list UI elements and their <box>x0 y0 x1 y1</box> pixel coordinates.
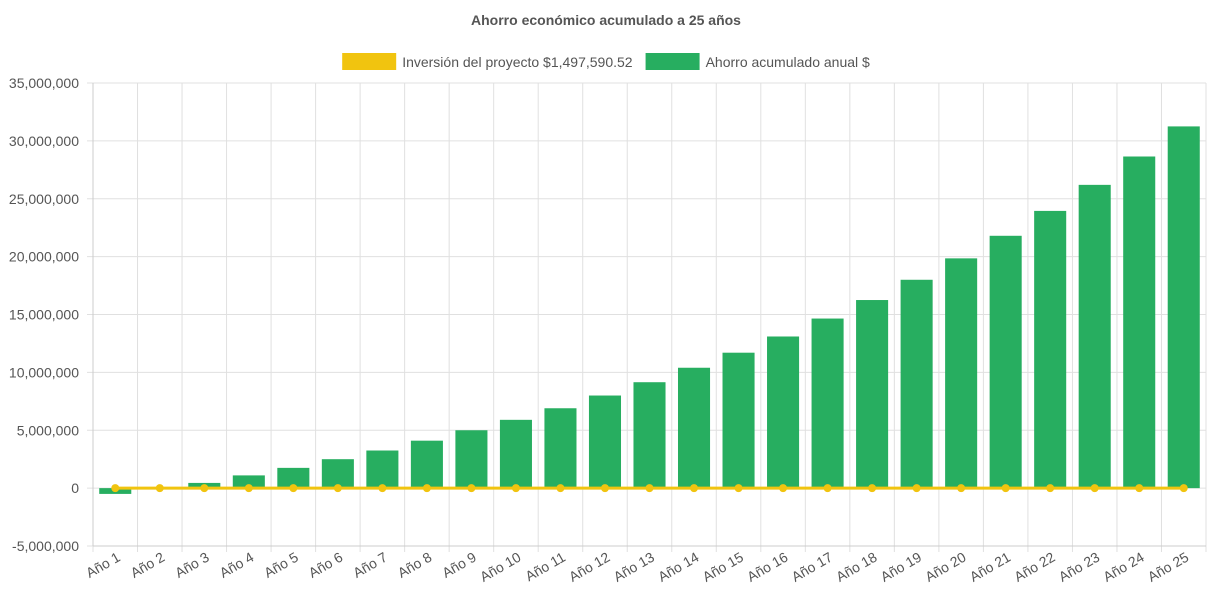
bar[interactable] <box>989 235 1022 489</box>
y-tick-label: -5,000,000 <box>12 538 79 554</box>
y-tick-label: 5,000,000 <box>17 422 79 438</box>
line-point[interactable] <box>378 484 387 493</box>
x-tick-label: Año 3 <box>172 549 212 581</box>
line-point[interactable] <box>289 484 298 493</box>
line-point[interactable] <box>868 484 877 493</box>
x-tick-label: Año 24 <box>1100 549 1147 585</box>
grid <box>87 82 1207 552</box>
x-tick-label: Año 8 <box>395 549 435 581</box>
x-tick-label: Año 11 <box>522 549 568 585</box>
bar[interactable] <box>1123 156 1156 489</box>
bar[interactable] <box>1078 184 1111 489</box>
x-tick-label: Año 1 <box>83 549 123 581</box>
line-point[interactable] <box>1001 484 1010 493</box>
y-tick-label: 0 <box>71 480 79 496</box>
line-point[interactable] <box>734 484 743 493</box>
legend-label: Ahorro acumulado anual $ <box>706 54 870 70</box>
x-tick-label: Año 15 <box>700 549 747 585</box>
bar[interactable] <box>544 408 577 489</box>
line-point[interactable] <box>556 484 565 493</box>
x-tick-label: Año 2 <box>128 549 168 581</box>
line-point[interactable] <box>912 484 921 493</box>
bar[interactable] <box>633 382 666 489</box>
bar[interactable] <box>767 336 800 489</box>
x-tick-label: Año 10 <box>477 549 524 585</box>
line-point[interactable] <box>1179 484 1188 493</box>
legend-label: Inversión del proyecto $1,497,590.52 <box>402 54 633 70</box>
bar[interactable] <box>722 352 755 489</box>
line-point[interactable] <box>690 484 699 493</box>
bar[interactable] <box>1034 210 1067 489</box>
y-tick-label: 30,000,000 <box>9 133 79 149</box>
line-point[interactable] <box>1135 484 1144 493</box>
line-point[interactable] <box>823 484 832 493</box>
line-point[interactable] <box>600 484 609 493</box>
bar[interactable] <box>455 430 488 489</box>
x-tick-label: Año 21 <box>967 549 1014 585</box>
bar[interactable] <box>856 300 889 489</box>
line-point[interactable] <box>467 484 476 493</box>
line-point[interactable] <box>1046 484 1055 493</box>
legend-item[interactable]: Ahorro acumulado anual $ <box>645 53 870 70</box>
x-tick-label: Año 18 <box>833 549 880 585</box>
bar[interactable] <box>677 367 711 489</box>
x-tick-label: Año 6 <box>306 549 346 581</box>
bar[interactable] <box>321 459 354 489</box>
x-tick-label: Año 25 <box>1145 549 1192 585</box>
x-tick-label: Año 23 <box>1056 549 1103 585</box>
x-tick-label: Año 14 <box>655 549 702 585</box>
x-tick-label: Año 4 <box>217 549 257 581</box>
bar[interactable] <box>811 318 844 489</box>
line-point[interactable] <box>333 484 342 493</box>
legend-swatch <box>645 53 700 70</box>
line-point[interactable] <box>1090 484 1099 493</box>
line-point[interactable] <box>779 484 788 493</box>
y-tick-label: 25,000,000 <box>9 191 79 207</box>
legend-item[interactable]: Inversión del proyecto $1,497,590.52 <box>342 53 633 70</box>
bar[interactable] <box>1167 126 1200 489</box>
y-tick-label: 10,000,000 <box>9 364 79 380</box>
line-series <box>111 484 1188 493</box>
line-point[interactable] <box>645 484 654 493</box>
x-axis-ticks: Año 1 Año 2 Año 3 Año 4 Año 5 Año 6 Año 7 Año 8… <box>83 549 1191 585</box>
line-point[interactable] <box>511 484 520 493</box>
bar[interactable] <box>366 450 399 489</box>
bar[interactable] <box>232 475 265 489</box>
x-tick-label: Año 22 <box>1011 549 1058 585</box>
line-point[interactable] <box>155 484 164 493</box>
x-tick-label: Año 12 <box>566 549 613 585</box>
x-tick-label: Año 17 <box>789 549 836 585</box>
bar[interactable] <box>588 395 622 489</box>
legend-swatch <box>342 53 397 70</box>
y-tick-label: 20,000,000 <box>9 249 79 265</box>
x-tick-label: Año 16 <box>744 549 791 585</box>
x-tick-label: Año 5 <box>261 549 301 581</box>
y-tick-label: 15,000,000 <box>9 307 79 323</box>
bar[interactable] <box>945 258 978 489</box>
y-tick-label: 35,000,000 <box>9 75 79 91</box>
bar[interactable] <box>900 279 933 489</box>
x-tick-label: Año 20 <box>922 549 969 585</box>
line-point[interactable] <box>957 484 966 493</box>
bar[interactable] <box>499 419 532 489</box>
bar-series <box>99 126 1200 494</box>
line-point[interactable] <box>244 484 253 493</box>
y-axis-ticks: 35,000,000 30,000,000 25,000,000 20,000,000… <box>9 75 79 554</box>
chart-title: Ahorro económico acumulado a 25 años <box>471 12 741 28</box>
line-point[interactable] <box>422 484 431 493</box>
x-tick-label: Año 9 <box>439 549 479 581</box>
line-point[interactable] <box>200 484 209 493</box>
legend[interactable]: Inversión del proyecto $1,497,590.52 Ahor… <box>342 53 870 70</box>
bar[interactable] <box>277 467 310 489</box>
x-tick-label: Año 7 <box>350 549 390 581</box>
bar[interactable] <box>410 440 443 489</box>
x-tick-label: Año 13 <box>611 549 658 585</box>
line-point[interactable] <box>111 484 120 493</box>
x-tick-label: Año 19 <box>878 549 925 585</box>
